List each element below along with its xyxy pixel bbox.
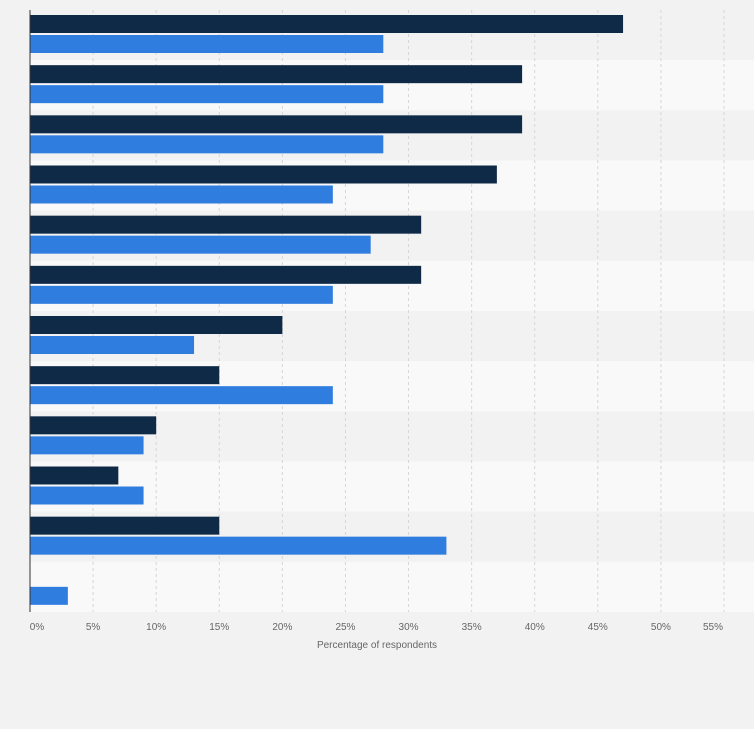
bar-series-2 — [30, 386, 333, 405]
bar-series-2 — [30, 235, 371, 254]
bar-series-2 — [30, 336, 195, 354]
bar-series-2 — [30, 285, 333, 304]
x-tick-label: 0% — [30, 622, 45, 633]
x-tick-label: 10% — [146, 622, 166, 633]
x-tick-label: 50% — [651, 622, 671, 633]
x-tick-label: 45% — [588, 622, 608, 633]
bar-series-1 — [30, 416, 157, 435]
x-tick-label: 55% — [703, 622, 723, 633]
bar-series-1 — [30, 316, 283, 334]
bar-series-1 — [30, 466, 119, 485]
x-tick-label: 40% — [525, 622, 545, 633]
bar-series-1 — [30, 165, 497, 184]
bar-series-1 — [30, 516, 220, 535]
bar-series-2 — [30, 85, 384, 104]
x-axis-title: Percentage of respondents — [317, 640, 437, 651]
row-band — [30, 461, 754, 512]
bar-series-1 — [30, 215, 422, 234]
x-tick-label: 30% — [399, 622, 419, 633]
x-tick-label: 25% — [335, 622, 355, 633]
x-tick-label: 15% — [209, 622, 229, 633]
bars — [30, 15, 624, 605]
bar-series-2 — [30, 486, 144, 505]
bar-series-2 — [30, 436, 144, 455]
x-tick-label: 20% — [272, 622, 292, 633]
bar-series-2 — [30, 586, 68, 605]
bar-series-1 — [30, 366, 220, 385]
bar-series-2 — [30, 135, 384, 154]
bar-series-1 — [30, 15, 624, 33]
bar-series-1 — [30, 65, 523, 84]
row-band — [30, 561, 754, 612]
bar-series-1 — [30, 265, 422, 284]
x-tick-label: 35% — [462, 622, 482, 633]
x-axis-ticks: 0% 5% 10% 15% 20% 25% 30% 35% 40% 45% 50% 55% — [30, 622, 723, 633]
bar-series-2 — [30, 35, 384, 53]
gridlines — [92, 10, 725, 612]
x-tick-label: 5% — [86, 622, 101, 633]
bar-series-1 — [30, 115, 523, 134]
bar-series-2 — [30, 536, 447, 555]
bar-series-2 — [30, 185, 333, 204]
